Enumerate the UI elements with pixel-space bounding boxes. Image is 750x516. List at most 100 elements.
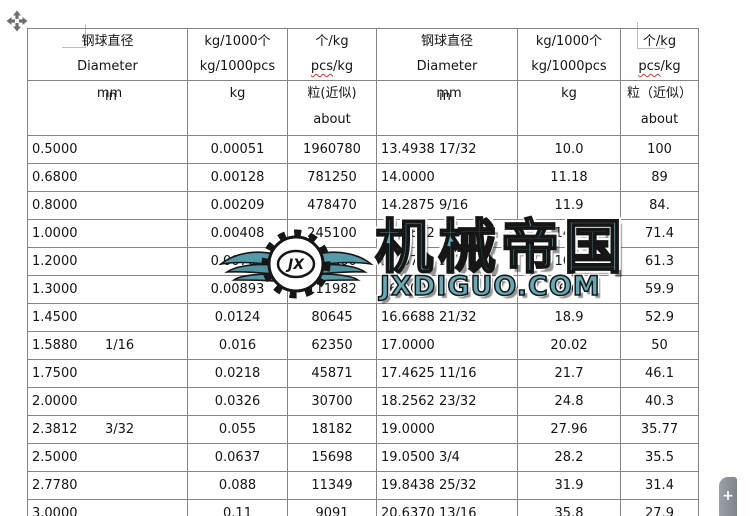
weight-cell[interactable]: 0.0326 — [187, 387, 288, 416]
diameter-cell[interactable]: 19.0500 3/4 — [376, 443, 518, 472]
count-cell[interactable]: 46.1 — [620, 359, 699, 388]
unit-cell-grain-right[interactable]: 粒（近似） about — [620, 80, 699, 136]
count-cell[interactable]: 61.3 — [620, 247, 699, 276]
weight-cell[interactable]: 0.016 — [187, 331, 288, 360]
header-diameter-left[interactable]: 钢球直径 Diameter — [27, 28, 188, 81]
count-cell[interactable]: 35.77 — [620, 415, 699, 444]
header-diameter-right[interactable]: 钢球直径 Diameter — [376, 28, 518, 81]
diameter-cell[interactable]: 17.4625 11/16 — [376, 359, 518, 388]
count-cell[interactable]: 245100 — [287, 219, 377, 248]
weight-cell[interactable]: 21.7 — [517, 359, 621, 388]
table-move-handle-icon[interactable] — [6, 10, 28, 32]
weight-cell[interactable]: 0.0637 — [187, 443, 288, 472]
unit-cell-kg-left[interactable]: kg — [187, 80, 288, 136]
weight-cell[interactable]: 0.00893 — [187, 275, 288, 304]
weight-cell[interactable]: 0.00209 — [187, 191, 288, 220]
weight-cell[interactable]: 20.02 — [517, 331, 621, 360]
header-count-left[interactable]: 个/kg pcs/kg — [287, 28, 377, 81]
diameter-cell[interactable]: 0.8000 — [27, 191, 188, 220]
count-cell[interactable]: 111982 — [287, 275, 377, 304]
diameter-cell[interactable]: 20.6370 13/16 — [376, 499, 518, 516]
weight-cell[interactable]: 10.0 — [517, 135, 621, 164]
diameter-cell[interactable]: 0.6800 — [27, 163, 188, 192]
diameter-mm-value: 15.0812 — [381, 226, 435, 241]
diameter-cell[interactable]: 1.5880 1/16 — [27, 331, 188, 360]
weight-cell[interactable]: 0.055 — [187, 415, 288, 444]
count-cell[interactable]: 30700 — [287, 387, 377, 416]
diameter-cell[interactable]: 15.0812 19/32 — [376, 219, 518, 248]
header-weight-right[interactable]: kg/1000个 kg/1000pcs — [517, 28, 621, 81]
count-cell[interactable]: 89 — [620, 163, 699, 192]
weight-cell[interactable]: 27.96 — [517, 415, 621, 444]
diameter-cell[interactable]: 13.4938 17/32 — [376, 135, 518, 164]
count-cell[interactable]: 52.9 — [620, 303, 699, 332]
count-cell[interactable]: 18182 — [287, 415, 377, 444]
weight-cell[interactable]: 0.00408 — [187, 219, 288, 248]
diameter-cell[interactable]: 15.8750 5/8 — [376, 247, 518, 276]
diameter-cell[interactable]: 0.5000 — [27, 135, 188, 164]
diameter-cell[interactable]: 1.0000 — [27, 219, 188, 248]
diameter-cell[interactable]: 16.6688 21/32 — [376, 303, 518, 332]
weight-cell[interactable]: 11.9 — [517, 191, 621, 220]
weight-cell[interactable]: 16.3 — [517, 247, 621, 276]
unit-cell-mm-in-right[interactable]: mm in — [376, 80, 518, 136]
count-cell[interactable]: 84. — [620, 191, 699, 220]
diameter-cell[interactable]: 14.2875 9/16 — [376, 191, 518, 220]
count-cell[interactable]: 45871 — [287, 359, 377, 388]
diameter-cell[interactable]: 1.7500 — [27, 359, 188, 388]
weight-cell[interactable]: 35.8 — [517, 499, 621, 516]
weight-cell[interactable]: 28.2 — [517, 443, 621, 472]
diameter-cell[interactable]: 2.5000 — [27, 443, 188, 472]
count-cell[interactable]: 71.4 — [620, 219, 699, 248]
diameter-cell[interactable]: 16.0000 — [376, 275, 518, 304]
count-cell[interactable]: 40.3 — [620, 387, 699, 416]
diameter-cell[interactable]: 1.2000 — [27, 247, 188, 276]
count-cell[interactable]: 141800 — [287, 247, 377, 276]
diameter-cell[interactable]: 1.3000 — [27, 275, 188, 304]
unit-cell-kg-right[interactable]: kg — [517, 80, 621, 136]
unit-cell-mm-in-left[interactable]: mm in — [27, 80, 188, 136]
diameter-cell[interactable]: 1.4500 — [27, 303, 188, 332]
weight-cell[interactable]: 14.0 — [517, 219, 621, 248]
weight-cell[interactable]: 0.00128 — [187, 163, 288, 192]
weight-cell[interactable]: 18.9 — [517, 303, 621, 332]
weight-cell[interactable]: 11.18 — [517, 163, 621, 192]
count-cell[interactable]: 478470 — [287, 191, 377, 220]
count-cell[interactable]: 35.5 — [620, 443, 699, 472]
count-cell[interactable]: 100 — [620, 135, 699, 164]
count-cell[interactable]: 15698 — [287, 443, 377, 472]
count-cell[interactable]: 781250 — [287, 163, 377, 192]
scroll-plus-button[interactable]: + — [719, 477, 737, 516]
header-weight-left[interactable]: kg/1000个 kg/1000pcs — [187, 28, 288, 81]
count-cell[interactable]: 27.9 — [620, 499, 699, 516]
weight-cell[interactable]: 31.9 — [517, 471, 621, 500]
count-cell[interactable]: 11349 — [287, 471, 377, 500]
diameter-cell[interactable]: 19.8438 25/32 — [376, 471, 518, 500]
count-cell[interactable]: 59.9 — [620, 275, 699, 304]
weight-cell[interactable]: 24.8 — [517, 387, 621, 416]
weight-cell[interactable]: 0.0124 — [187, 303, 288, 332]
count-cell[interactable]: 9091 — [287, 499, 377, 516]
diameter-cell[interactable]: 3.0000 — [27, 499, 188, 516]
diameter-cell[interactable]: 14.0000 — [376, 163, 518, 192]
count-cell[interactable]: 1960780 — [287, 135, 377, 164]
diameter-cell[interactable]: 17.0000 — [376, 331, 518, 360]
weight-cell[interactable]: 0.088 — [187, 471, 288, 500]
weight-cell[interactable]: 0.00705 — [187, 247, 288, 276]
count-cell[interactable]: 80645 — [287, 303, 377, 332]
diameter-cell[interactable]: 19.0000 — [376, 415, 518, 444]
unit-cell-grain-left[interactable]: 粒(近似) about — [287, 80, 377, 136]
weight-cell[interactable]: 0.00051 — [187, 135, 288, 164]
diameter-cell[interactable]: 2.7780 — [27, 471, 188, 500]
diameter-cell[interactable]: 2.3812 3/32 — [27, 415, 188, 444]
diameter-cell[interactable]: 18.2562 23/32 — [376, 387, 518, 416]
diameter-in-value: 21/32 — [439, 310, 477, 325]
weight-cell[interactable]: 0.11 — [187, 499, 288, 516]
count-cell[interactable]: 62350 — [287, 331, 377, 360]
header-count-right[interactable]: 个/kg pcs/kg — [620, 28, 699, 81]
count-cell[interactable]: 50 — [620, 331, 699, 360]
count-cell[interactable]: 31.4 — [620, 471, 699, 500]
weight-cell[interactable]: 0.0218 — [187, 359, 288, 388]
weight-cell[interactable]: 16.69 — [517, 275, 621, 304]
diameter-cell[interactable]: 2.0000 — [27, 387, 188, 416]
